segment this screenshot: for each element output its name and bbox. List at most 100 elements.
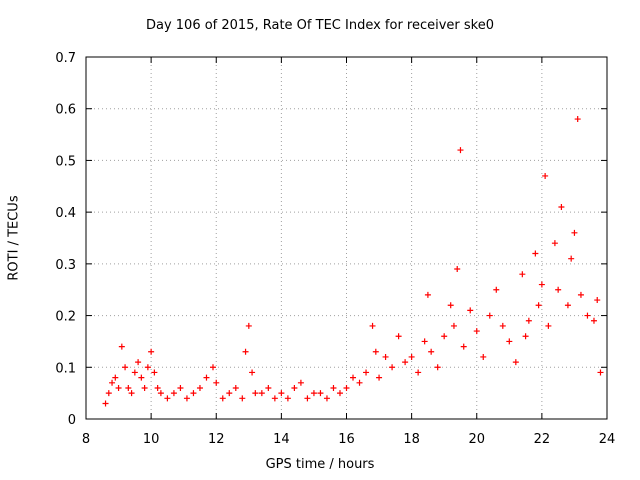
y-tick-label: 0.2 xyxy=(55,310,76,325)
data-point xyxy=(291,384,298,391)
data-point xyxy=(512,359,519,366)
data-point xyxy=(141,384,148,391)
data-point xyxy=(454,266,461,273)
data-point xyxy=(441,333,448,340)
data-point xyxy=(542,172,549,179)
y-tick-label: 0.3 xyxy=(55,258,76,273)
x-axis-label: GPS time / hours xyxy=(265,457,375,472)
data-point xyxy=(532,250,539,257)
data-point xyxy=(209,364,216,371)
data-point xyxy=(177,384,184,391)
data-point xyxy=(467,307,474,314)
data-point xyxy=(590,317,597,324)
data-point xyxy=(336,390,343,397)
data-point xyxy=(564,302,571,309)
data-point xyxy=(125,384,132,391)
data-point xyxy=(363,369,370,376)
data-point xyxy=(558,203,565,210)
x-tick-label: 14 xyxy=(273,432,290,447)
y-tick-label: 0.5 xyxy=(55,154,76,169)
data-point xyxy=(571,229,578,236)
data-point xyxy=(249,369,256,376)
data-point xyxy=(535,302,542,309)
data-point xyxy=(369,322,376,329)
data-point xyxy=(545,322,552,329)
data-point xyxy=(460,343,467,350)
y-tick-label: 0.1 xyxy=(55,361,76,376)
x-tick-label: 10 xyxy=(143,432,160,447)
data-point xyxy=(480,353,487,360)
data-point xyxy=(350,374,357,381)
data-point xyxy=(232,384,239,391)
data-point xyxy=(138,374,145,381)
data-point xyxy=(382,353,389,360)
data-point xyxy=(157,390,164,397)
data-point xyxy=(105,390,112,397)
data-point xyxy=(372,348,379,355)
data-point xyxy=(310,390,317,397)
data-point xyxy=(135,359,142,366)
data-point xyxy=(109,379,116,386)
data-point xyxy=(408,353,415,360)
data-point xyxy=(434,364,441,371)
data-point xyxy=(265,384,272,391)
data-point xyxy=(317,390,324,397)
data-point xyxy=(154,384,161,391)
data-point xyxy=(555,286,562,293)
data-point xyxy=(395,333,402,340)
data-point xyxy=(203,374,210,381)
data-point xyxy=(574,116,581,123)
x-tick-label: 18 xyxy=(403,432,420,447)
data-point xyxy=(115,384,122,391)
data-point xyxy=(278,390,285,397)
data-point xyxy=(144,364,151,371)
data-point xyxy=(597,369,604,376)
data-point xyxy=(493,286,500,293)
data-point xyxy=(148,348,155,355)
data-point xyxy=(421,338,428,345)
data-point xyxy=(389,364,396,371)
x-tick-label: 8 xyxy=(82,432,90,447)
data-point xyxy=(343,384,350,391)
data-point xyxy=(258,390,265,397)
y-tick-label: 0.6 xyxy=(55,103,76,118)
data-point xyxy=(252,390,259,397)
data-point xyxy=(284,395,291,402)
data-point xyxy=(486,312,493,319)
chart-title: Day 106 of 2015, Rate Of TEC Index for r… xyxy=(145,18,495,33)
data-point xyxy=(428,348,435,355)
data-point xyxy=(297,379,304,386)
data-point xyxy=(190,390,197,397)
data-point xyxy=(304,395,311,402)
data-point xyxy=(584,312,591,319)
data-point xyxy=(522,333,529,340)
data-point xyxy=(594,297,601,304)
x-tick-label: 24 xyxy=(599,432,616,447)
data-point xyxy=(151,369,158,376)
data-point xyxy=(170,390,177,397)
data-points xyxy=(102,116,604,407)
data-point xyxy=(447,302,454,309)
data-point xyxy=(242,348,249,355)
data-point xyxy=(506,338,513,345)
data-point xyxy=(226,390,233,397)
data-point xyxy=(271,395,278,402)
data-point xyxy=(519,271,526,278)
x-tick-label: 22 xyxy=(534,432,551,447)
y-axis-label: ROTI / TECUs xyxy=(6,195,22,281)
data-point xyxy=(164,395,171,402)
data-point xyxy=(118,343,125,350)
y-tick-label: 0.4 xyxy=(55,206,76,221)
y-tick-label: 0.7 xyxy=(55,51,76,66)
data-point xyxy=(473,328,480,335)
data-point xyxy=(415,369,422,376)
data-point xyxy=(577,291,584,298)
data-point xyxy=(568,255,575,262)
data-point xyxy=(356,379,363,386)
y-tick-label: 0 xyxy=(68,413,76,428)
data-point xyxy=(457,147,464,154)
data-point xyxy=(525,317,532,324)
data-point xyxy=(102,400,109,407)
data-point xyxy=(213,379,220,386)
